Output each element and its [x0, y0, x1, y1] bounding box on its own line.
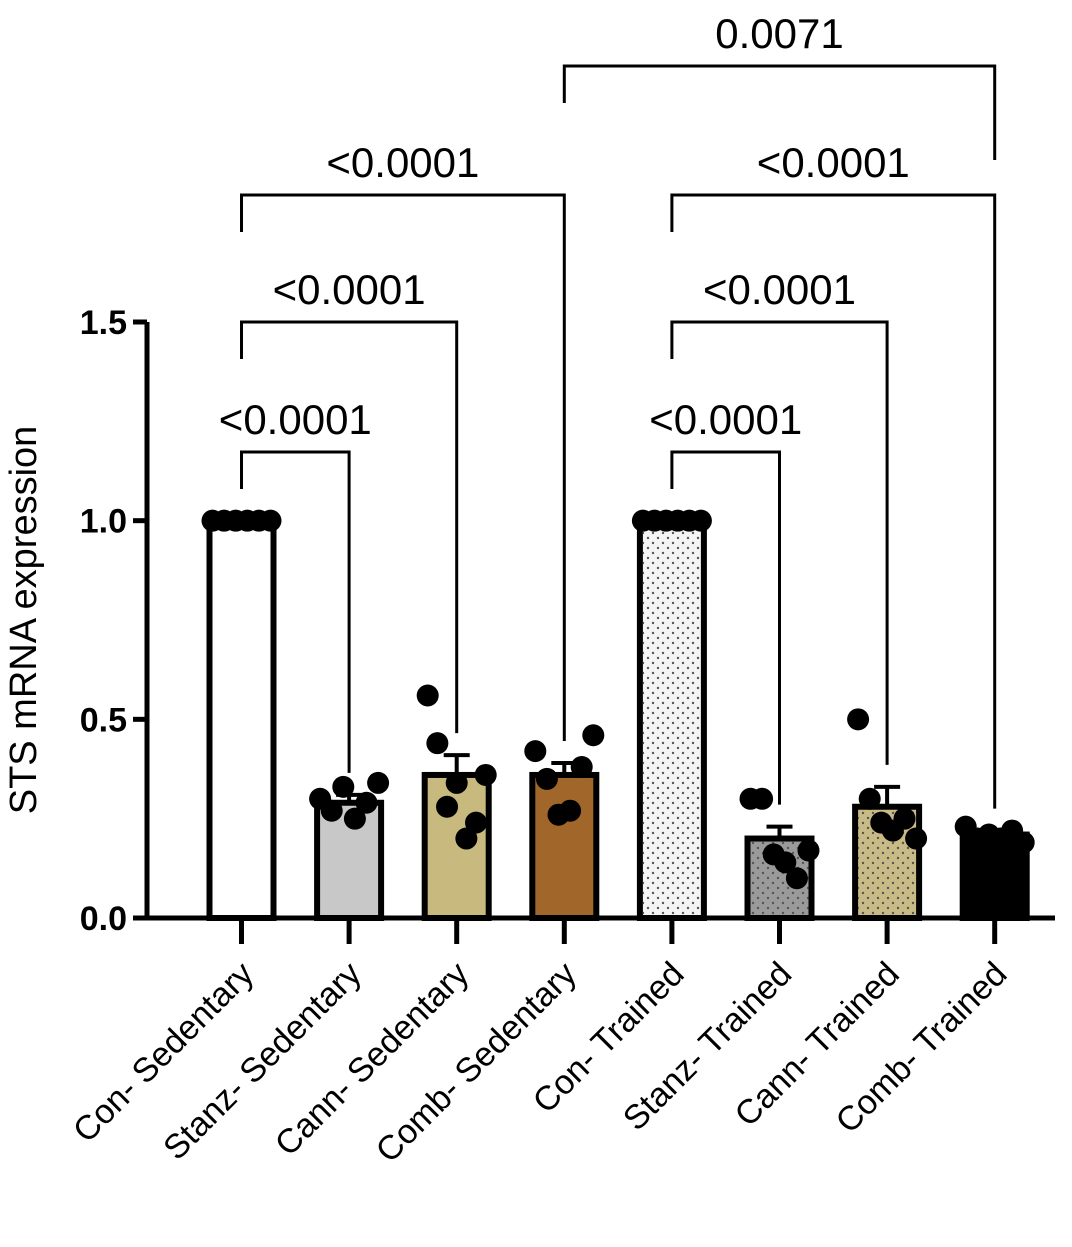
p-value-label: <0.0001 [757, 139, 910, 186]
significance-brackets: <0.0001 <0.0001 <0.0001 0.0071 <0.0001 <0.000… [219, 10, 997, 809]
y-tick-label: 1.5 [80, 304, 127, 342]
p-value-label: <0.0001 [273, 266, 426, 313]
data-point [426, 732, 449, 755]
data-point [858, 787, 881, 810]
data-point [455, 827, 478, 850]
data-point [559, 799, 582, 822]
data-point [416, 684, 439, 707]
x-tick-label: Comb- Sedentary [369, 955, 584, 1170]
x-tick-label: Cann- Sedentary [268, 955, 477, 1164]
data-point [355, 791, 378, 814]
data-point [582, 724, 605, 747]
data-point [436, 795, 459, 818]
data-point [785, 867, 808, 890]
x-tick-label: Con- Sedentary [66, 955, 261, 1150]
bars [201, 509, 1035, 922]
data-point [343, 807, 366, 830]
y-tick-label: 0.0 [80, 900, 127, 938]
p-value-label: 0.0071 [715, 10, 843, 57]
data-point [259, 509, 282, 532]
significance-bracket [240, 450, 351, 773]
data-point [893, 807, 916, 830]
significance-bracket [670, 320, 889, 765]
data-point [332, 775, 355, 798]
significance-bracket [240, 193, 566, 742]
y-ticks: 0.0 0.5 1.0 1.5 [80, 304, 147, 938]
significance-bracket [240, 320, 459, 734]
data-point [465, 811, 488, 834]
y-tick-label: 1.0 [80, 503, 127, 541]
bar [421, 771, 492, 922]
significance-bracket [670, 450, 781, 805]
x-tick-label: Stanz- Sedentary [156, 955, 369, 1168]
data-point [320, 799, 343, 822]
data-point [774, 851, 797, 874]
data-point [445, 771, 468, 794]
y-tick-label: 0.5 [80, 701, 127, 739]
significance-bracket [562, 64, 997, 160]
data-point [367, 771, 390, 794]
p-value-label: <0.0001 [703, 266, 856, 313]
data-point [474, 763, 497, 786]
data-point [535, 767, 558, 790]
bar [206, 517, 277, 922]
p-value-label: <0.0001 [219, 396, 372, 443]
data-point [570, 756, 593, 779]
axes [144, 322, 1055, 921]
data-point [797, 839, 820, 862]
data-point [1012, 831, 1035, 854]
y-axis-label: STS mRNA expression [3, 426, 45, 815]
bar [529, 771, 600, 922]
data-point [847, 708, 870, 731]
bar-pattern [642, 523, 701, 915]
data-point [751, 787, 774, 810]
data-point [524, 740, 547, 763]
data-point [689, 509, 712, 532]
p-value-label: <0.0001 [649, 396, 802, 443]
p-value-label: <0.0001 [326, 139, 479, 186]
data-point [905, 827, 928, 850]
significance-bracket [670, 193, 997, 809]
